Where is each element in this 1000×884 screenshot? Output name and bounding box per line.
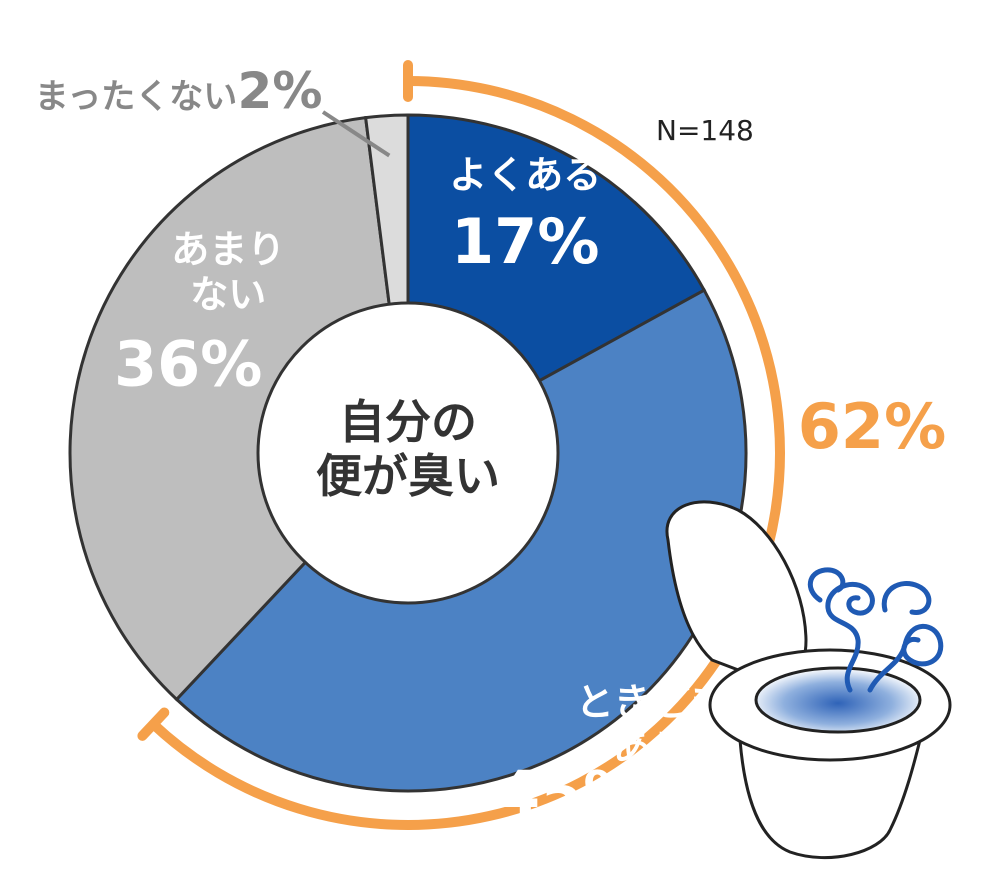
slice-label: ときどき [576,681,727,725]
pie-slice [68,115,410,702]
slice-label: よくある [449,153,601,197]
center-hole [256,301,560,605]
slice-value-label: 36% [114,328,262,401]
slice-value-label: 45% [497,758,645,831]
sample-size-label: N=148 [656,114,754,147]
bracket-value-label: 62% [798,390,946,463]
toilet-icon [665,500,952,860]
slice-label: まったくない [35,77,238,117]
odor-swirl-icon [808,567,944,693]
slice-label: ある [613,726,689,770]
slice-leader-line [321,110,391,158]
slice-value-label: 17% [451,205,599,278]
slice-label: あまり [171,228,285,272]
bracket-cap [137,707,170,741]
center-label-line-1: 自分の [339,395,477,449]
slice-label: ない [190,273,266,317]
slice-value-label: 2% [238,62,323,120]
center-label-line-2: 便が臭い [316,449,500,503]
